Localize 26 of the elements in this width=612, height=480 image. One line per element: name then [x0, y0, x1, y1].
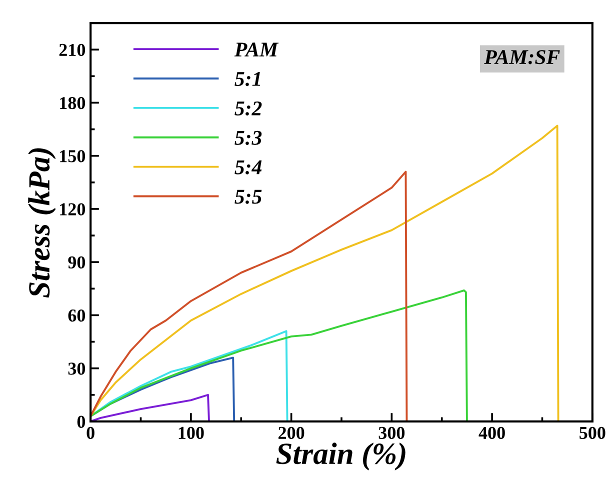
y-tick-label: 210 — [59, 44, 86, 56]
x-tick-label: 0 — [86, 426, 94, 440]
legend-label: 5:1 — [234, 72, 260, 86]
x-tick-label: 300 — [378, 426, 405, 440]
line-series — [90, 394, 210, 422]
x-tick-label: 100 — [178, 426, 204, 440]
y-tick-label: 30 — [68, 362, 86, 375]
legend-label: 5:5 — [234, 190, 262, 204]
x-tick-label: 500 — [580, 426, 606, 440]
y-tick-label: 180 — [60, 96, 86, 110]
legend-label: 5:4 — [234, 160, 262, 174]
y-axis-title: Stress (kPa) — [28, 148, 56, 298]
legend-label: PAM — [234, 42, 279, 56]
y-tick-label: 0 — [77, 416, 86, 428]
y-tick-label: 90 — [68, 256, 86, 269]
x-tick-label: 200 — [278, 426, 304, 440]
line-series — [90, 289, 468, 422]
legend-label: 5:2 — [234, 101, 262, 116]
x-axis-title: Strain (%) — [276, 442, 406, 470]
y-tick-label: 150 — [60, 150, 86, 162]
y-tick-label: 60 — [68, 309, 86, 322]
legend-label: 5:3 — [234, 130, 262, 145]
x-tick-label: 400 — [478, 426, 505, 440]
annotation: PAM:SF — [484, 50, 560, 64]
line-series — [90, 124, 560, 422]
y-tick-label: 120 — [60, 203, 86, 216]
